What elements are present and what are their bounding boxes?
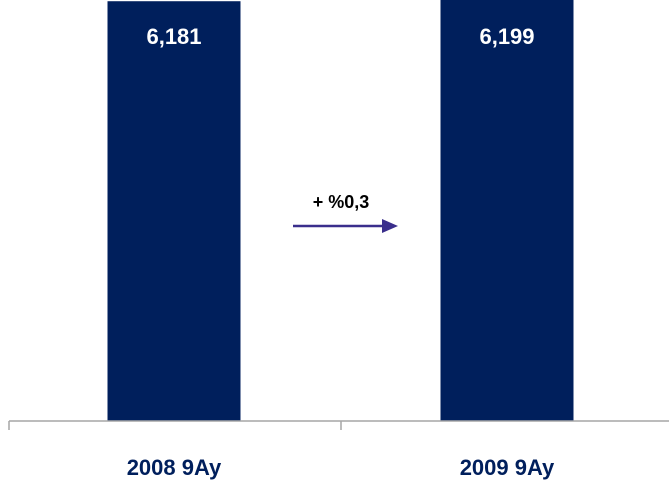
value-label-1: 6,181	[146, 24, 201, 49]
bar-1	[107, 1, 241, 422]
category-label-2: 2009 9Ay	[460, 455, 555, 480]
value-labels-group: 6,181 6,199	[146, 24, 534, 49]
bars-group	[107, 0, 574, 422]
bar-2	[440, 0, 574, 421]
arrow-right-icon	[293, 219, 398, 233]
value-label-2: 6,199	[479, 24, 534, 49]
change-annotation: + %0,3	[313, 192, 370, 212]
category-label-1: 2008 9Ay	[127, 455, 222, 480]
category-labels-group: 2008 9Ay 2009 9Ay	[127, 455, 555, 480]
